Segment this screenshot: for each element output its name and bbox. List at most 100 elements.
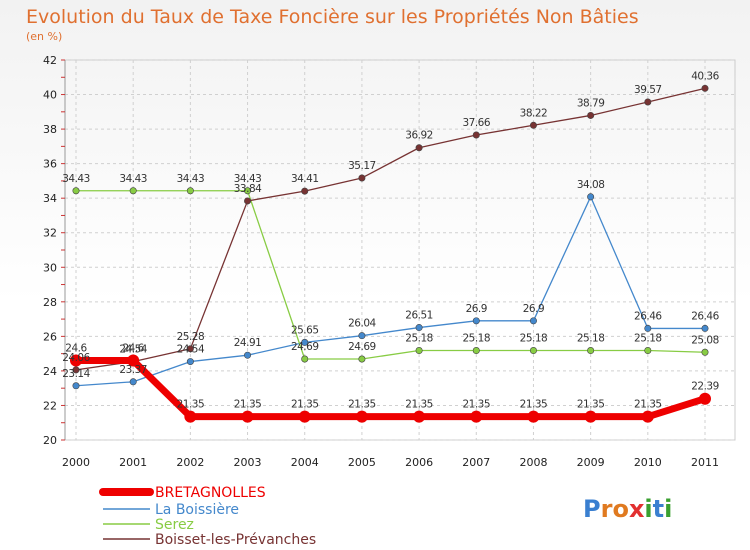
x-tick-label: 2003 <box>234 456 262 469</box>
series-point-1 <box>701 324 709 332</box>
series-group <box>70 84 711 423</box>
series-point-1 <box>644 324 652 332</box>
chart-title: Evolution du Taux de Taxe Foncière sur l… <box>26 6 639 28</box>
data-label-1: 26.51 <box>405 310 433 322</box>
x-tick-label: 2011 <box>691 456 719 469</box>
series-point-3 <box>701 84 709 92</box>
data-label-1: 26.04 <box>348 318 376 330</box>
data-label-2: 24.69 <box>348 341 376 353</box>
y-tick-label: 36 <box>43 158 57 171</box>
series-point-2 <box>244 187 252 195</box>
data-label-3: 34.41 <box>291 173 319 185</box>
logo-letter: i <box>664 495 672 523</box>
series-point-2 <box>415 347 423 355</box>
data-label-3: 36.92 <box>405 130 433 142</box>
data-label-0: 21.35 <box>348 399 376 411</box>
x-tick-label: 2005 <box>348 456 376 469</box>
y-tick-label: 40 <box>43 89 57 102</box>
y-tick-label: 30 <box>43 261 57 274</box>
data-label-0: 24.6 <box>122 343 144 355</box>
data-label-3: 37.66 <box>462 117 490 129</box>
plot-frame <box>64 59 736 441</box>
y-tick-label: 34 <box>43 192 57 205</box>
series-point-0 <box>70 354 82 367</box>
series-point-0 <box>527 410 540 423</box>
series-point-0 <box>584 410 597 423</box>
data-label-2: 25.08 <box>691 334 719 346</box>
series-point-0 <box>413 410 426 423</box>
x-tick-label: 2004 <box>291 456 319 469</box>
legend-label-0: BRETAGNOLLES <box>155 485 266 501</box>
series-point-1 <box>129 378 137 386</box>
data-label-0: 21.35 <box>634 399 662 411</box>
data-label-0: 21.35 <box>577 399 605 411</box>
data-label-2: 34.43 <box>177 173 205 185</box>
data-label-2: 34.43 <box>119 173 147 185</box>
y-tick-label: 24 <box>43 365 57 378</box>
series-point-3 <box>472 131 480 139</box>
data-label-0: 21.35 <box>462 399 490 411</box>
x-tick-label: 2001 <box>119 456 147 469</box>
series-point-2 <box>587 347 595 355</box>
series-line-2 <box>75 190 706 360</box>
series-point-0 <box>127 354 140 367</box>
series-line-3 <box>75 87 706 371</box>
proxiti-logo: Proxiti <box>583 495 672 523</box>
grid <box>64 59 736 441</box>
data-label-1: 26.46 <box>691 310 719 322</box>
data-label-3: 35.17 <box>348 160 376 172</box>
x-tick-label: 2008 <box>519 456 547 469</box>
series-point-1 <box>529 317 537 325</box>
data-label-1: 26.9 <box>466 303 487 315</box>
legend-label-3: Boisset-les-Prévanches <box>155 532 316 548</box>
data-label-3: 38.22 <box>520 107 548 119</box>
data-label-0: 21.35 <box>520 399 548 411</box>
logo-letter: P <box>583 495 601 523</box>
series-point-1 <box>301 338 309 346</box>
series-point-2 <box>472 347 480 355</box>
x-tick-label: 2000 <box>62 456 90 469</box>
series-point-2 <box>701 348 709 356</box>
data-label-3: 40.36 <box>691 70 719 82</box>
legend-label-1: La Boissière <box>155 502 239 518</box>
data-label-0: 21.35 <box>177 399 205 411</box>
data-label-1: 23.37 <box>119 364 147 376</box>
series-point-2 <box>129 187 137 195</box>
data-label-2: 25.18 <box>462 333 490 345</box>
series-line-0 <box>72 357 709 421</box>
data-label-3: 38.79 <box>577 97 605 109</box>
logo-letter: x <box>629 495 645 523</box>
series-point-0 <box>699 392 711 405</box>
data-label-0: 21.35 <box>405 399 433 411</box>
data-label-2: 25.18 <box>634 333 662 345</box>
series-point-2 <box>644 347 652 355</box>
data-label-1: 26.9 <box>523 303 544 315</box>
series-point-1 <box>587 193 595 201</box>
data-label-1: 23.14 <box>62 368 90 380</box>
series-point-1 <box>358 332 366 340</box>
series-point-1 <box>472 317 480 325</box>
series-point-3 <box>72 366 80 374</box>
legend-label-2: Serez <box>155 517 194 533</box>
data-label-2: 34.43 <box>62 173 90 185</box>
data-label-2: 24.69 <box>291 341 319 353</box>
logo-letter: i <box>644 495 652 523</box>
series-point-0 <box>641 410 654 423</box>
x-tick-label: 2002 <box>176 456 204 469</box>
data-label-2: 34.43 <box>234 173 262 185</box>
data-label-3: 33.84 <box>234 183 262 195</box>
data-label-2: 25.18 <box>577 333 605 345</box>
logo-letter: o <box>612 495 629 523</box>
data-label-3: 24.54 <box>119 344 147 356</box>
y-tick-label: 22 <box>43 399 57 412</box>
series-point-0 <box>470 410 483 423</box>
y-tick-label: 26 <box>43 330 57 343</box>
series-point-2 <box>186 187 194 195</box>
logo-letter: r <box>601 495 613 523</box>
series-point-2 <box>529 347 537 355</box>
series-point-0 <box>241 410 254 423</box>
chart-unit: (en %) <box>26 30 62 43</box>
series-point-3 <box>358 174 366 182</box>
